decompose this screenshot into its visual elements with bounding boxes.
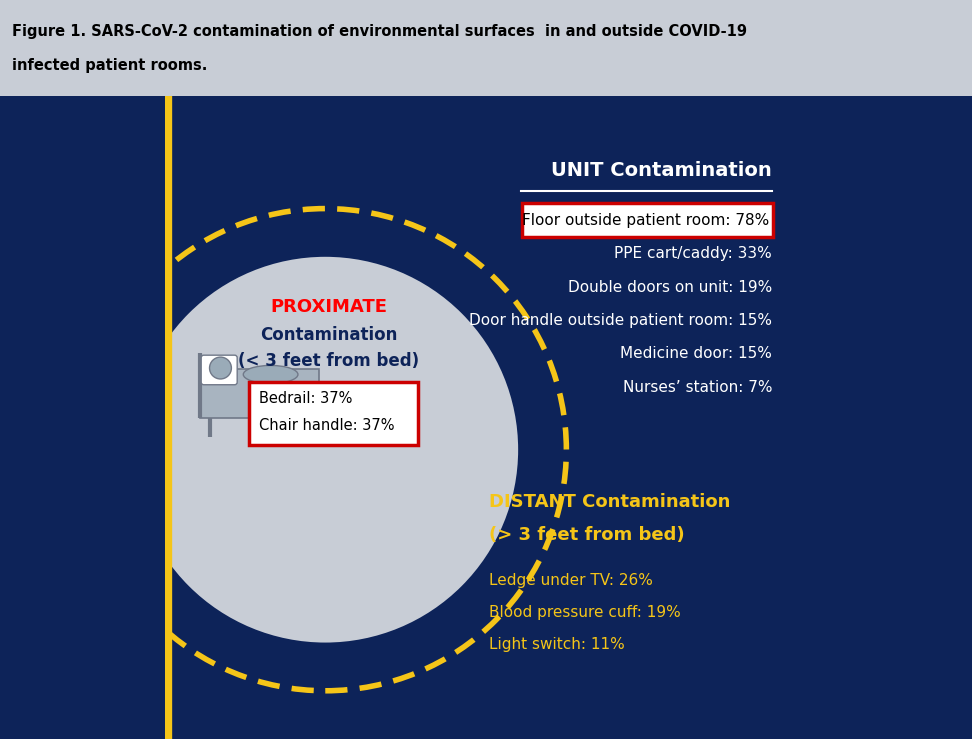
Text: Bedrail: 37%: Bedrail: 37% bbox=[260, 391, 353, 406]
Text: Contamination: Contamination bbox=[260, 326, 398, 344]
Text: Figure 1. SARS-CoV-2 contamination of environmental surfaces  in and outside COV: Figure 1. SARS-CoV-2 contamination of en… bbox=[12, 24, 746, 38]
Text: Blood pressure cuff: 19%: Blood pressure cuff: 19% bbox=[489, 605, 681, 620]
Text: DISTANT Contamination: DISTANT Contamination bbox=[489, 493, 731, 511]
Text: (< 3 feet from bed): (< 3 feet from bed) bbox=[238, 352, 419, 370]
Bar bbox=[200, 370, 319, 418]
Text: UNIT Contamination: UNIT Contamination bbox=[551, 160, 772, 180]
Text: PROXIMATE: PROXIMATE bbox=[270, 298, 387, 316]
Circle shape bbox=[210, 357, 231, 379]
FancyBboxPatch shape bbox=[201, 355, 237, 385]
FancyBboxPatch shape bbox=[249, 381, 418, 445]
Text: Floor outside patient room: 78%: Floor outside patient room: 78% bbox=[522, 213, 769, 228]
Text: Double doors on unit: 19%: Double doors on unit: 19% bbox=[568, 279, 772, 295]
Text: (> 3 feet from bed): (> 3 feet from bed) bbox=[489, 526, 685, 544]
Text: Nurses’ station: 7%: Nurses’ station: 7% bbox=[623, 380, 772, 395]
Circle shape bbox=[132, 256, 518, 642]
Text: Medicine door: 15%: Medicine door: 15% bbox=[620, 347, 772, 361]
Ellipse shape bbox=[243, 366, 298, 384]
Text: Ledge under TV: 26%: Ledge under TV: 26% bbox=[489, 573, 653, 588]
Text: Light switch: 11%: Light switch: 11% bbox=[489, 637, 625, 652]
Text: Chair handle: 37%: Chair handle: 37% bbox=[260, 418, 395, 433]
FancyBboxPatch shape bbox=[522, 203, 774, 237]
Text: PPE cart/caddy: 33%: PPE cart/caddy: 33% bbox=[614, 246, 772, 261]
Text: infected patient rooms.: infected patient rooms. bbox=[12, 58, 207, 72]
Text: Door handle outside patient room: 15%: Door handle outside patient room: 15% bbox=[469, 313, 772, 328]
